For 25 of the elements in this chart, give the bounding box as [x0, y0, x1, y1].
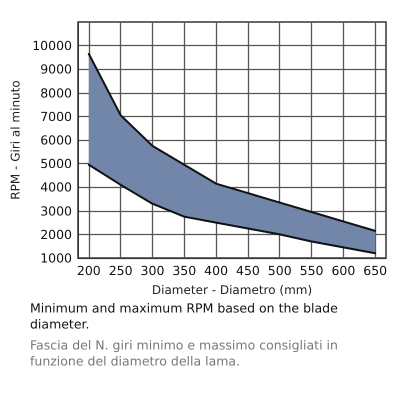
x-tick-label: 450	[236, 263, 260, 278]
x-tick-label: 600	[331, 263, 356, 278]
x-tick-label: 300	[140, 263, 164, 278]
x-tick-label: 500	[268, 263, 292, 278]
text: Minimum and maximum RPM based on the blade diameter.	[30, 300, 342, 332]
x-axis-title: Diameter - Diametro (mm)	[152, 283, 312, 297]
x-tick-label: 400	[204, 263, 228, 278]
y-tick-label: 10000	[32, 38, 72, 54]
y-tick-label: 4000	[40, 180, 72, 195]
y-tick-label: 5000	[40, 156, 72, 172]
line-series	[88, 164, 376, 254]
y-tick-label: 1000	[40, 250, 72, 266]
y-tick-label: 2000	[40, 226, 72, 242]
x-tick-label: 350	[172, 263, 196, 278]
x-tick-label: 550	[300, 263, 324, 278]
y-axis-title: RPM - Giri al minuto	[8, 80, 22, 200]
text: Fascia del N. giri minimo e massimo consigliati in funzione del diametro della lama.	[30, 338, 342, 368]
y-tick-label: 9000	[40, 62, 72, 77]
y-tick-label: 3000	[40, 203, 72, 218]
y-tick-label: 7000	[40, 108, 72, 124]
y-tick-label: 6000	[40, 132, 72, 148]
x-tick-label: 250	[108, 263, 133, 278]
x-tick-label: 650	[363, 263, 388, 278]
x-tick-label: 200	[76, 263, 101, 278]
y-tick-label: 8000	[40, 85, 72, 100]
